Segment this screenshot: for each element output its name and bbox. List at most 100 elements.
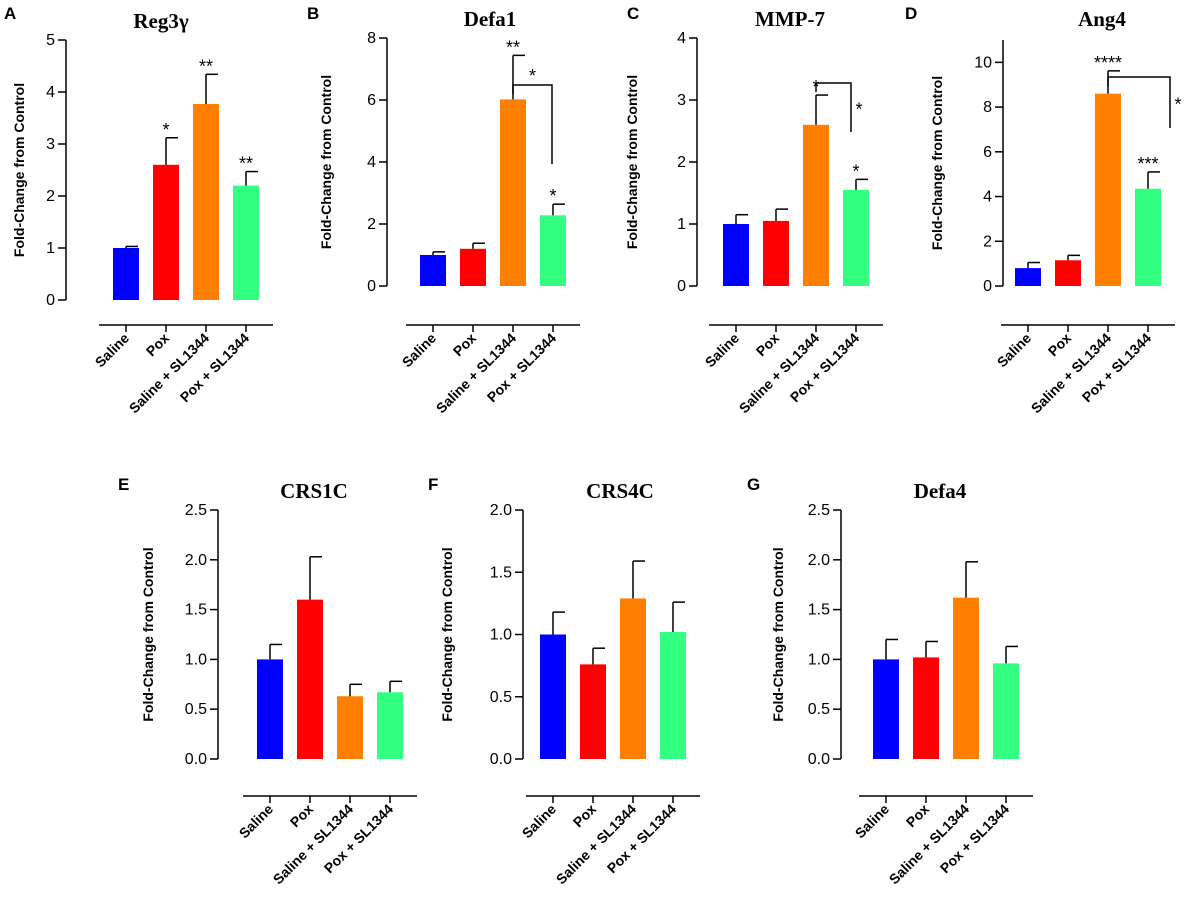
category-label: Saline bbox=[399, 330, 440, 371]
category-label: Pox + SL1344 bbox=[484, 330, 560, 406]
bar bbox=[500, 99, 526, 286]
category-label: Saline bbox=[519, 801, 560, 842]
category-label: Pox bbox=[1045, 330, 1075, 360]
bar bbox=[540, 215, 566, 286]
y-tick-label: 1.5 bbox=[490, 564, 512, 581]
category-label: Saline bbox=[702, 330, 743, 371]
category-label: Pox + SL1344 bbox=[787, 330, 863, 406]
y-axis-label: Fold-Change from Control bbox=[770, 547, 786, 721]
y-tick-label: 0 bbox=[367, 278, 376, 295]
panel-letter: C bbox=[627, 4, 639, 23]
y-tick-label: 2.5 bbox=[185, 502, 207, 519]
category-label: Pox bbox=[450, 330, 480, 360]
y-tick-label: 3 bbox=[46, 136, 55, 153]
panel-letter: B bbox=[307, 4, 319, 23]
category-label: Pox + SL1344 bbox=[321, 801, 397, 877]
chart-title: CRS4C bbox=[586, 479, 654, 503]
bar bbox=[540, 634, 566, 759]
bar bbox=[843, 189, 869, 286]
comparison-bracket bbox=[512, 84, 553, 164]
y-tick-label: 2.0 bbox=[185, 552, 207, 569]
significance-mark: ** bbox=[239, 154, 253, 174]
bracket-significance: * bbox=[1174, 95, 1181, 115]
chart-title: Ang4 bbox=[1078, 7, 1126, 31]
y-tick-label: 2 bbox=[677, 154, 686, 171]
bar bbox=[113, 248, 139, 300]
bar bbox=[913, 657, 939, 759]
y-tick-label: 4 bbox=[46, 84, 55, 101]
bracket-significance: * bbox=[855, 100, 862, 120]
bracket-significance: * bbox=[529, 66, 536, 86]
y-tick-label: 1 bbox=[46, 240, 55, 257]
y-tick-label: 4 bbox=[677, 30, 686, 47]
significance-mark: * bbox=[852, 161, 859, 181]
panel-letter: E bbox=[118, 475, 129, 494]
panel-letter: G bbox=[747, 475, 760, 494]
bar bbox=[660, 632, 686, 759]
comparison-bracket bbox=[1107, 76, 1171, 128]
y-tick-label: 2 bbox=[46, 188, 55, 205]
category-label: Pox + SL1344 bbox=[604, 801, 680, 877]
y-axis-label: Fold-Change from Control bbox=[439, 547, 455, 721]
y-tick-label: 0.5 bbox=[490, 689, 512, 706]
chart-title: CRS1C bbox=[280, 479, 348, 503]
panel-letter: F bbox=[428, 475, 438, 494]
panel-e: E CRS1C Fold-Change from Control 0.0 0.5 1.0 1… bbox=[118, 475, 417, 887]
significance-mark: **** bbox=[1094, 53, 1122, 73]
y-tick-label: 0 bbox=[46, 292, 55, 309]
bar bbox=[723, 224, 749, 286]
category-label: Saline bbox=[236, 801, 277, 842]
comparison-bracket bbox=[815, 82, 852, 132]
y-axis-label: Fold-Change from Control bbox=[11, 83, 27, 257]
chart-title: Defa4 bbox=[914, 479, 967, 503]
y-tick-label: 8 bbox=[367, 30, 376, 47]
category-label: Pox bbox=[753, 330, 783, 360]
y-tick-label: 0.5 bbox=[808, 701, 830, 718]
bar bbox=[233, 185, 259, 300]
y-tick-label: 2.0 bbox=[490, 502, 512, 519]
chart-title: Defa1 bbox=[464, 7, 516, 31]
bar bbox=[1095, 93, 1121, 286]
bar bbox=[763, 220, 789, 286]
y-tick-label: 1.0 bbox=[490, 627, 512, 644]
bar bbox=[1135, 188, 1161, 286]
y-tick-label: 2 bbox=[367, 216, 376, 233]
y-tick-label: 1.5 bbox=[185, 602, 207, 619]
bar bbox=[460, 248, 486, 286]
y-tick-label: 6 bbox=[367, 92, 376, 109]
y-tick-label: 1.5 bbox=[808, 602, 830, 619]
y-tick-label: 0 bbox=[983, 278, 992, 295]
category-label: Pox + SL1344 bbox=[177, 330, 253, 406]
significance-mark: *** bbox=[1137, 154, 1158, 174]
panel-letter: A bbox=[4, 4, 16, 23]
y-tick-label: 1 bbox=[677, 216, 686, 233]
panel-letter: D bbox=[905, 4, 917, 23]
bar bbox=[1015, 268, 1041, 286]
y-tick-label: 0.0 bbox=[185, 751, 207, 768]
y-tick-label: 4 bbox=[983, 189, 992, 206]
bar bbox=[193, 103, 219, 301]
chart-title: Reg3γ bbox=[133, 9, 188, 33]
y-tick-label: 2.0 bbox=[808, 552, 830, 569]
category-label: Pox bbox=[570, 801, 600, 831]
y-tick-label: 2.5 bbox=[808, 502, 830, 519]
significance-mark: ** bbox=[506, 37, 520, 57]
y-tick-label: 0.0 bbox=[808, 751, 830, 768]
y-tick-label: 0 bbox=[677, 278, 686, 295]
y-tick-label: 3 bbox=[677, 92, 686, 109]
y-tick-label: 8 bbox=[983, 99, 992, 116]
y-axis-label: Fold-Change from Control bbox=[624, 75, 640, 249]
category-label: Saline bbox=[852, 801, 893, 842]
category-label: Saline bbox=[994, 330, 1035, 371]
bar bbox=[873, 659, 899, 759]
category-label: Pox bbox=[287, 801, 317, 831]
panel-f: F CRS4C Fold-Change from Control 0.0 0.5 1.0 1… bbox=[428, 475, 700, 887]
bar bbox=[580, 664, 606, 759]
bar bbox=[420, 255, 446, 286]
bar bbox=[337, 696, 363, 759]
chart-title: MMP-7 bbox=[755, 7, 825, 31]
y-tick-label: 0.5 bbox=[185, 701, 207, 718]
